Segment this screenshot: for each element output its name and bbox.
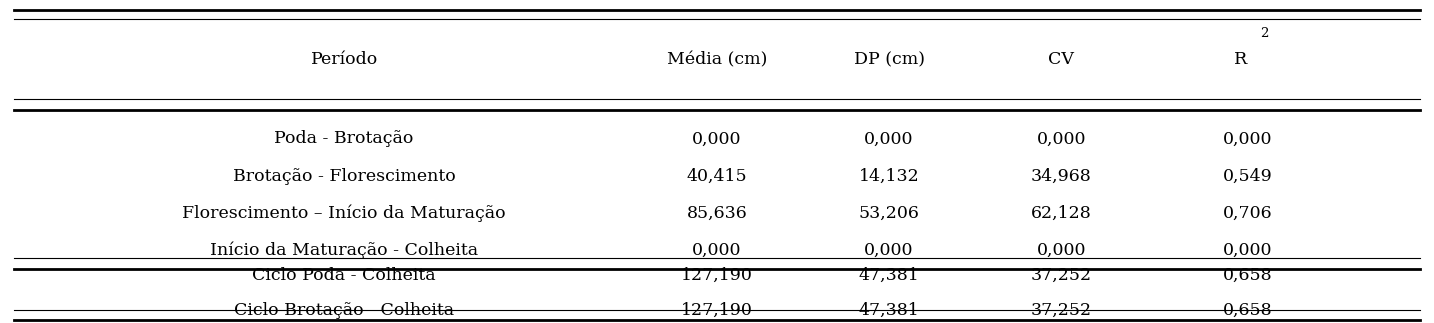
Text: 0,000: 0,000 xyxy=(1223,130,1272,147)
Text: 40,415: 40,415 xyxy=(687,168,747,184)
Text: 0,658: 0,658 xyxy=(1223,267,1272,284)
Text: 2: 2 xyxy=(1260,27,1269,40)
Text: 47,381: 47,381 xyxy=(859,302,919,318)
Text: Período: Período xyxy=(311,51,377,68)
Text: Poda - Brotação: Poda - Brotação xyxy=(274,130,414,147)
Text: Brotação - Florescimento: Brotação - Florescimento xyxy=(232,168,456,184)
Text: Florescimento – Início da Maturação: Florescimento – Início da Maturação xyxy=(182,204,506,222)
Text: 0,000: 0,000 xyxy=(1223,242,1272,259)
Text: Início da Maturação - Colheita: Início da Maturação - Colheita xyxy=(211,242,478,259)
Text: 0,000: 0,000 xyxy=(693,242,741,259)
Text: Ciclo Brotação - Colheita: Ciclo Brotação - Colheita xyxy=(234,302,455,318)
Text: 37,252: 37,252 xyxy=(1031,302,1091,318)
Text: Média (cm): Média (cm) xyxy=(667,51,767,68)
Text: 62,128: 62,128 xyxy=(1031,205,1091,222)
Text: 0,000: 0,000 xyxy=(693,130,741,147)
Text: 0,000: 0,000 xyxy=(1037,242,1086,259)
Text: 37,252: 37,252 xyxy=(1031,267,1091,284)
Text: 47,381: 47,381 xyxy=(859,267,919,284)
Text: DP (cm): DP (cm) xyxy=(853,51,925,68)
Text: 14,132: 14,132 xyxy=(859,168,919,184)
Text: 0,000: 0,000 xyxy=(865,130,913,147)
Text: CV: CV xyxy=(1048,51,1074,68)
Text: 127,190: 127,190 xyxy=(681,267,753,284)
Text: 34,968: 34,968 xyxy=(1031,168,1091,184)
Text: 127,190: 127,190 xyxy=(681,302,753,318)
Text: 0,000: 0,000 xyxy=(865,242,913,259)
Text: Ciclo Poda - Colheita: Ciclo Poda - Colheita xyxy=(252,267,436,284)
Text: 0,549: 0,549 xyxy=(1223,168,1272,184)
Text: 53,206: 53,206 xyxy=(859,205,919,222)
Text: 0,000: 0,000 xyxy=(1037,130,1086,147)
Text: R: R xyxy=(1233,51,1248,68)
Text: 0,658: 0,658 xyxy=(1223,302,1272,318)
Text: 85,636: 85,636 xyxy=(687,205,747,222)
Text: 0,706: 0,706 xyxy=(1223,205,1272,222)
